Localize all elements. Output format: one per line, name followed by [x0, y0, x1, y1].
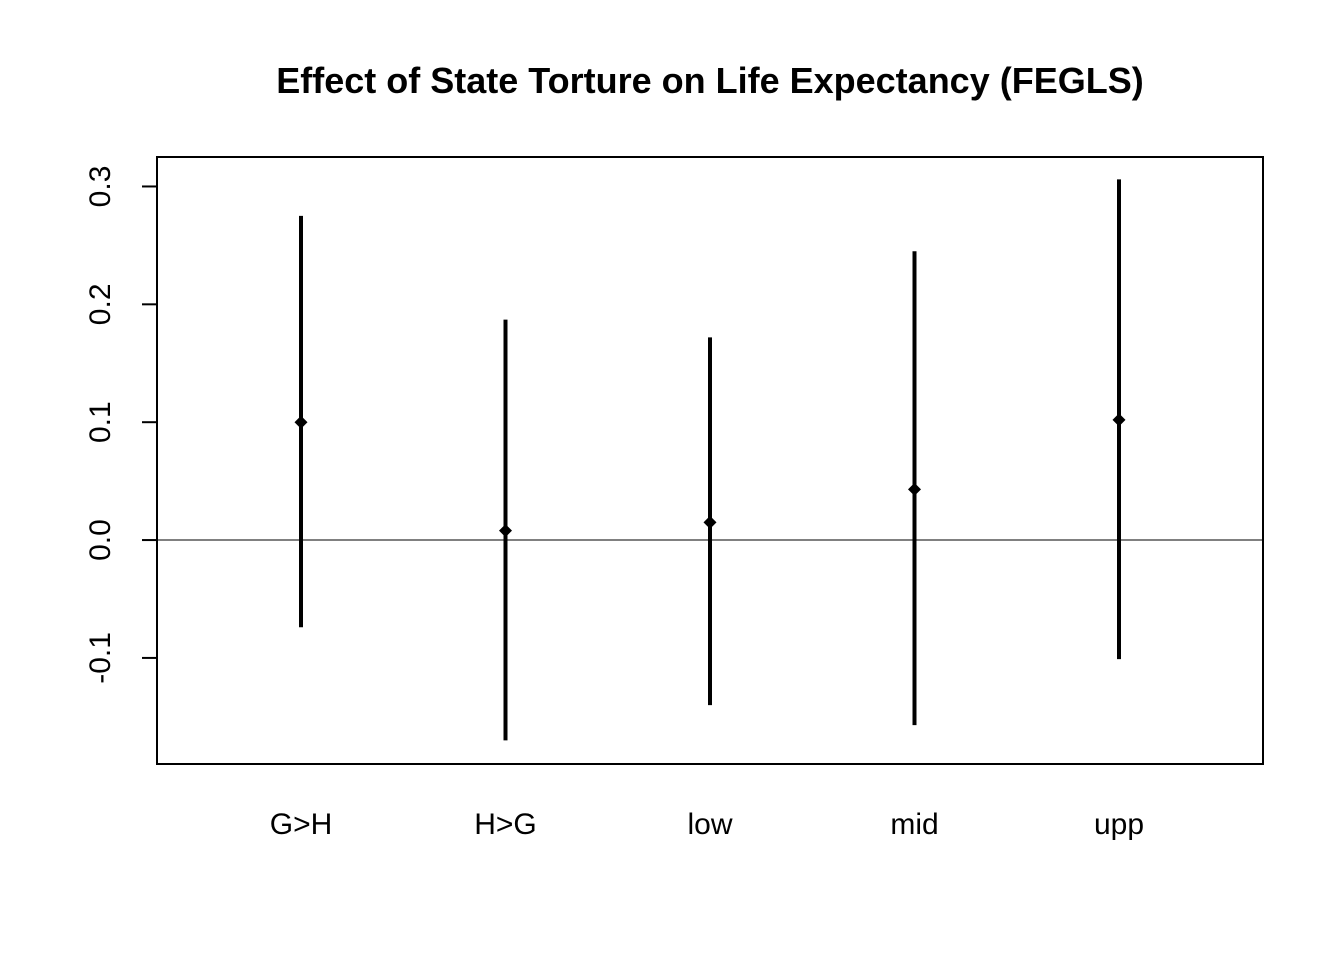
x-tick-label: upp [1094, 808, 1144, 841]
x-tick-label: G>H [270, 808, 333, 841]
y-tick-label: 0.1 [84, 401, 117, 443]
x-axis-labels: G>H H>G low mid upp [270, 808, 1144, 841]
estimate-point [908, 482, 921, 496]
chart-title: Effect of State Torture on Life Expectan… [276, 60, 1143, 101]
y-tick-label: 0.3 [84, 166, 117, 208]
estimate-point [1112, 413, 1126, 427]
estimate-point [499, 524, 512, 538]
y-tick-label: 0.2 [84, 283, 117, 325]
estimate-point [703, 515, 717, 529]
x-tick-label: H>G [474, 808, 537, 841]
estimate-point [294, 415, 308, 429]
x-tick-label: low [687, 808, 732, 841]
y-axis: -0.1 0.0 0.1 0.2 0.3 [84, 166, 158, 684]
y-tick-label: -0.1 [84, 632, 117, 684]
x-tick-label: mid [890, 808, 938, 841]
y-tick-label: 0.0 [84, 519, 117, 561]
estimate-marks [294, 179, 1126, 741]
